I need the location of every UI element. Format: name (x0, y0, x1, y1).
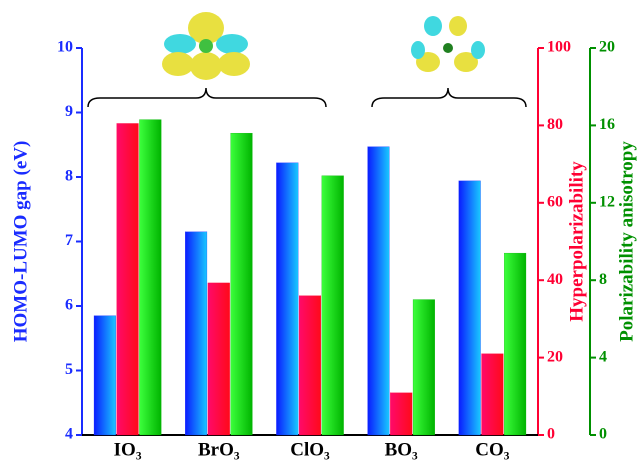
tick-label: 100 (547, 39, 571, 56)
tick-label: 8 (599, 271, 607, 288)
x-tick-label: BrO₃ (198, 439, 240, 460)
tick-label: 4 (65, 426, 73, 443)
bar (185, 231, 208, 436)
x-tick-label: IO₃ (114, 439, 142, 460)
bar (116, 123, 139, 436)
bar (367, 146, 390, 436)
bar (321, 175, 344, 436)
bar (139, 119, 162, 436)
molecule-bo3 (411, 16, 485, 72)
bar (298, 295, 322, 436)
tick-label: 20 (599, 39, 615, 56)
bar (390, 392, 413, 436)
tick-label: 8 (65, 168, 73, 185)
axis-title: Hyperpolarizability (566, 161, 587, 322)
tick-label: 10 (57, 39, 73, 56)
tick-label: 20 (547, 348, 563, 365)
bar (93, 315, 116, 436)
tick-label: 16 (599, 116, 615, 133)
x-tick-label: BO₃ (385, 439, 418, 460)
bar (230, 132, 253, 436)
bar (481, 353, 504, 436)
axis-title: Polarizability anisotropy (616, 141, 637, 342)
tick-label: 40 (547, 271, 563, 288)
decoration (87, 87, 527, 108)
x-tick-label: CO₃ (475, 439, 510, 460)
tick-label: 4 (599, 348, 607, 365)
tick-label: 7 (65, 232, 73, 249)
tick-label: 0 (547, 426, 555, 443)
tick-label: 12 (599, 193, 615, 210)
molecule-io3 (162, 12, 250, 80)
bar (412, 299, 435, 436)
bar (458, 180, 481, 436)
bar (504, 252, 527, 436)
tick-label: 60 (547, 193, 563, 210)
x-tick-label: ClO₃ (290, 439, 330, 460)
tick-label: 5 (65, 361, 73, 378)
bar (207, 282, 230, 436)
tick-label: 6 (65, 297, 73, 314)
bar (276, 162, 299, 436)
tick-label: 0 (599, 426, 607, 443)
axis-title: HOMO-LUMO gap (eV) (10, 141, 31, 343)
tick-label: 9 (65, 103, 73, 120)
tick-label: 80 (547, 116, 563, 133)
